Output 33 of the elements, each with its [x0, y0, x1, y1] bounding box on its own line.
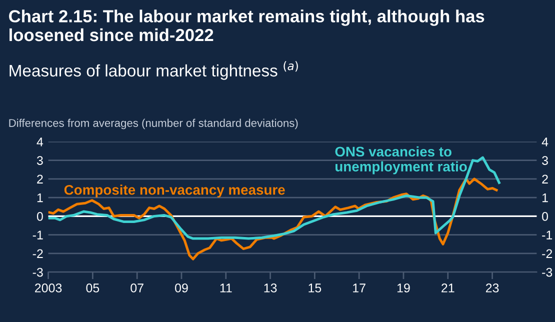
y2-tick-label: -2 [542, 249, 552, 258]
y2-tick-label: -1 [542, 230, 552, 240]
y-tick-label: 4 [36, 138, 44, 146]
x-tick-label: 2003 [35, 284, 62, 292]
series-label: Composite non-vacancy measure [64, 184, 285, 198]
y2-tick-label: 1 [542, 194, 548, 202]
x-tick-label: 15 [308, 284, 322, 292]
x-tick-label: 09 [175, 284, 188, 292]
y-tick-label: 1 [37, 194, 43, 202]
series-label: ONS vacancies to unemployment ratio [335, 146, 467, 174]
chart-title: Chart 2.15: The labour market remains tight, although has loosened since mid-2022 [9, 10, 484, 42]
y2-tick-label: 2 [542, 174, 548, 184]
y2-tick-label: 4 [542, 138, 548, 146]
x-tick-label: 05 [86, 284, 100, 292]
y-tick-label: -3 [32, 268, 43, 277]
y-tick-label: -2 [32, 249, 43, 258]
x-tick-label: 19 [397, 284, 410, 292]
y-tick-label: 2 [37, 174, 43, 184]
y2-tick-label: 0 [542, 212, 548, 221]
x-tick-label: 17 [353, 284, 366, 292]
y-axis-title: Differences from averages (number of standard deviations) [9, 118, 298, 130]
y2-tick-label: -3 [542, 268, 552, 277]
y2-tick-label: 3 [542, 156, 548, 165]
line-series [48, 156, 500, 240]
x-tick-label: 07 [130, 284, 144, 292]
x-tick-label: 11 [220, 284, 232, 292]
chart-subtitle: Measures of labour market tightness $^{(a)}$ [10, 61, 298, 80]
y-tick-label: 0 [36, 212, 43, 221]
x-tick-label: 13 [264, 284, 277, 292]
x-tick-label: 23 [486, 284, 499, 292]
x-tick-label: 21 [442, 284, 454, 292]
y-tick-label: -1 [32, 230, 43, 240]
y-tick-label: 3 [36, 156, 43, 165]
